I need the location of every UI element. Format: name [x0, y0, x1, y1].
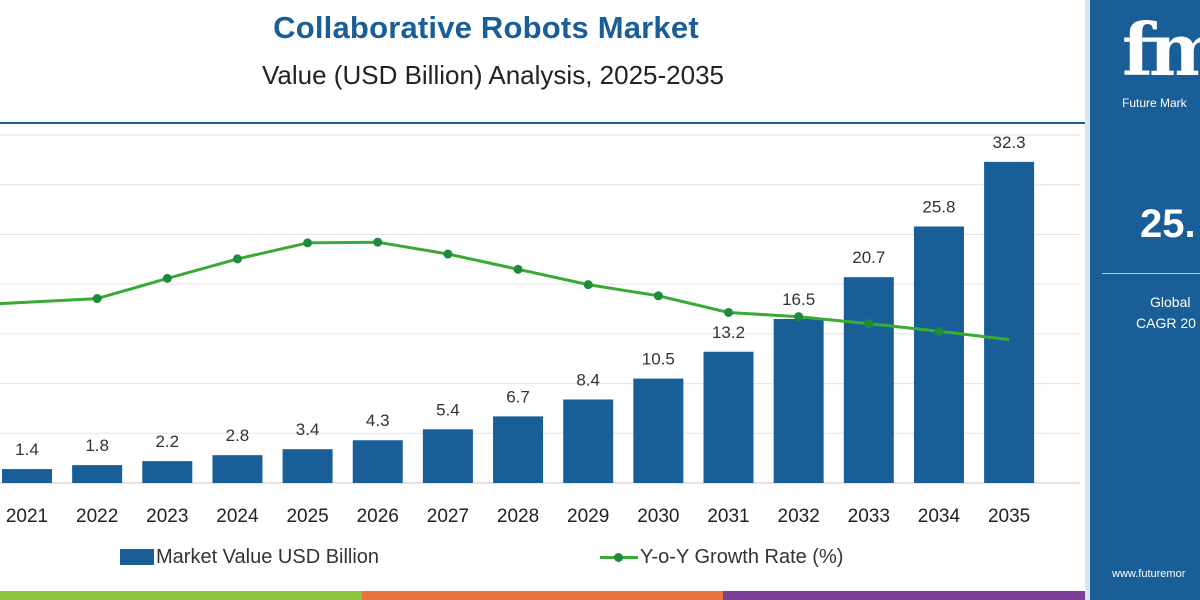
bar-value-label: 10.5 [642, 350, 675, 369]
x-tick-label: 2023 [146, 506, 188, 527]
bottom-color-strip [0, 591, 1086, 600]
bar [913, 226, 964, 483]
growth-rate-marker [373, 237, 383, 247]
chart-area: Collaborative Robots Market Value (USD B… [0, 10, 1086, 600]
growth-rate-marker [583, 280, 593, 290]
x-tick-label: 2035 [988, 506, 1030, 527]
bar-value-label: 16.5 [782, 290, 815, 309]
brand-logo-caption: Future Mark [1122, 96, 1187, 110]
brand-logo: fmi [1122, 7, 1200, 92]
bar [282, 449, 333, 483]
bar-value-label: 25.8 [922, 197, 955, 216]
chart-plot: 1.4 2021 1.8 2022 2.2 2023 2.8 2024 3.4 2025 4.3 20… [0, 133, 1080, 527]
x-tick-label: 2028 [497, 506, 539, 527]
growth-rate-marker [443, 249, 453, 259]
bar [703, 351, 754, 483]
bar-value-label: 2.2 [155, 432, 179, 451]
growth-rate-marker [162, 273, 172, 283]
legend-label-growth-rate: Y-o-Y Growth Rate (%) [640, 545, 844, 568]
legend-bar-swatch [120, 549, 154, 565]
strip-segment-purple [723, 591, 1086, 600]
bar [2, 469, 52, 483]
x-tick-label: 2025 [286, 506, 328, 527]
x-tick-label: 2030 [637, 506, 679, 527]
legend-label-market-value: Market Value USD Billion [156, 545, 380, 568]
bar-value-label: 20.7 [852, 248, 885, 267]
bar [422, 429, 473, 483]
panel-divider [1102, 273, 1200, 274]
growth-rate-marker [92, 294, 102, 304]
cagr-label-cagr: CAGR 20 [1136, 315, 1196, 331]
bar-value-label: 2.8 [226, 426, 250, 445]
bar [773, 318, 824, 483]
bar-value-label: 8.4 [576, 370, 600, 389]
growth-rate-marker [513, 264, 523, 274]
x-tick-label: 2029 [567, 506, 609, 527]
growth-rate-marker [864, 319, 874, 329]
x-tick-label: 2032 [778, 506, 820, 527]
chart-title: Collaborative Robots Market [273, 10, 699, 45]
strip-segment-orange [361, 591, 724, 600]
x-tick-label: 2022 [76, 506, 118, 527]
header-divider [0, 122, 1085, 124]
cagr-label-global: Global [1150, 294, 1191, 310]
chart-subtitle: Value (USD Billion) Analysis, 2025-2035 [262, 60, 724, 90]
x-tick-label: 2026 [357, 506, 399, 527]
bar [72, 465, 123, 483]
bar-value-label: 13.2 [712, 323, 745, 342]
legend-item-market-value: Market Value USD Billion [120, 544, 379, 570]
growth-rate-marker [232, 254, 242, 264]
side-panel: fmi Future Mark 25. Global CAGR 20 www.f… [1085, 0, 1200, 600]
bar-value-label: 32.3 [993, 133, 1026, 152]
bar [352, 440, 403, 483]
x-tick-label: 2034 [918, 506, 961, 527]
x-tick-label: 2027 [427, 506, 469, 527]
growth-rate-marker [303, 238, 313, 248]
bar-value-label: 1.4 [15, 440, 39, 459]
growth-rate-marker [724, 307, 733, 317]
x-tick-label: 2024 [216, 506, 259, 527]
bar [984, 161, 1035, 484]
bar [142, 461, 193, 483]
bar-value-label: 5.4 [436, 400, 460, 419]
growth-rate-marker [934, 326, 944, 336]
bar [212, 455, 263, 483]
bar [633, 378, 684, 483]
bar-value-label: 3.4 [296, 420, 320, 439]
legend-item-growth-rate: Y-o-Y Growth Rate (%) [600, 544, 843, 570]
growth-rate-marker [794, 312, 804, 322]
x-tick-label: 2033 [848, 506, 890, 527]
strip-segment-green [0, 591, 362, 600]
bar-value-label: 6.7 [506, 387, 530, 406]
website-url: www.futuremor [1112, 568, 1186, 580]
x-tick-label: 2031 [707, 506, 749, 527]
bar [563, 399, 614, 483]
bar-value-label: 4.3 [366, 411, 390, 430]
bar-value-label: 1.8 [85, 436, 109, 455]
cagr-value: 25. [1140, 202, 1196, 246]
legend-line-swatch [600, 549, 638, 565]
growth-rate-marker [653, 291, 663, 301]
bar [843, 277, 894, 483]
x-tick-label: 2021 [6, 506, 48, 527]
bar [493, 416, 544, 483]
